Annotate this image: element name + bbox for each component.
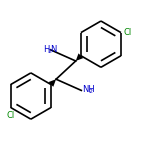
- Text: NH: NH: [82, 85, 95, 94]
- Text: Cl: Cl: [7, 111, 15, 120]
- Text: H: H: [43, 45, 49, 54]
- Text: 2: 2: [88, 89, 92, 94]
- Text: N: N: [50, 45, 57, 54]
- Polygon shape: [48, 79, 56, 87]
- Polygon shape: [76, 53, 83, 61]
- Text: Cl: Cl: [123, 28, 131, 37]
- Text: 2: 2: [48, 49, 52, 54]
